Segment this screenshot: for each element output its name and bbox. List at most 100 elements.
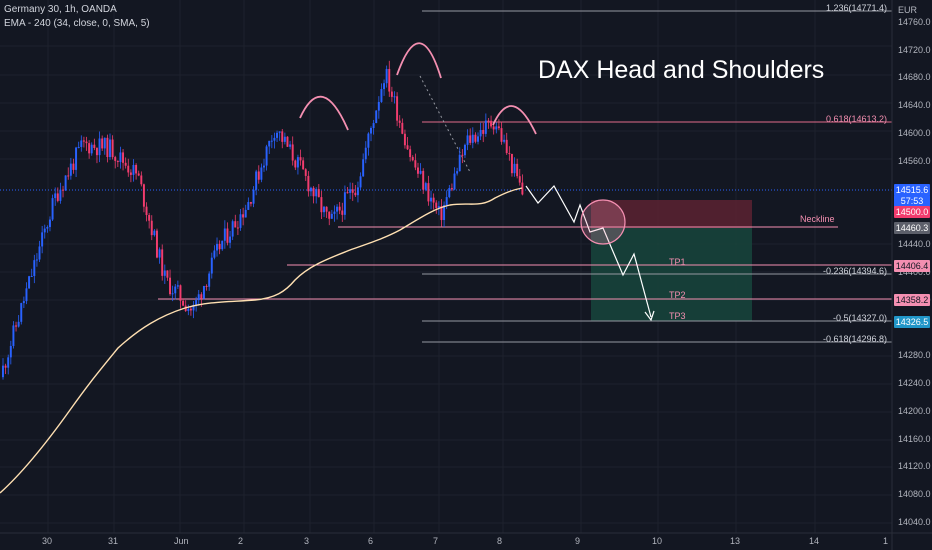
candle-body bbox=[268, 140, 271, 147]
horizontal-grid bbox=[0, 45, 892, 524]
neckline-label: Neckline bbox=[800, 214, 835, 224]
left-shoulder-arc[interactable] bbox=[299, 95, 349, 131]
chart-annotation-title[interactable]: DAX Head and Shoulders bbox=[538, 56, 825, 84]
candle-body bbox=[119, 152, 122, 163]
fib-m0236-label: -0.236(14394.6) bbox=[822, 266, 887, 276]
countdown-badge: 57:53 bbox=[894, 195, 930, 207]
candle-body bbox=[291, 144, 294, 161]
candle-body bbox=[249, 202, 252, 204]
candle-body bbox=[145, 206, 148, 216]
candle-body bbox=[148, 215, 151, 221]
price-tick-label: 14640.0 bbox=[898, 100, 931, 111]
candle-body bbox=[218, 243, 221, 250]
time-tick-label: 1 bbox=[883, 536, 889, 546]
indicator-info[interactable]: EMA - 240 (34, close, 0, SMA, 5) bbox=[4, 18, 150, 29]
candle-body bbox=[28, 276, 31, 289]
candle-body bbox=[354, 192, 357, 196]
candle-body bbox=[116, 160, 119, 163]
candle-body bbox=[513, 163, 516, 174]
candle-body bbox=[111, 139, 114, 158]
candle-body bbox=[226, 228, 229, 243]
projection-path[interactable] bbox=[525, 184, 652, 318]
candle-body bbox=[325, 206, 328, 212]
candle-body bbox=[503, 139, 506, 142]
candle-body bbox=[302, 160, 305, 170]
candle-body bbox=[242, 214, 245, 218]
candle-body bbox=[33, 260, 36, 276]
candle-body bbox=[307, 175, 310, 192]
candle-body bbox=[161, 249, 164, 276]
candle-body bbox=[12, 325, 15, 346]
price-tick-label: 14720.0 bbox=[898, 44, 931, 55]
candle-body bbox=[247, 202, 250, 210]
candle-body bbox=[477, 136, 479, 142]
candle-body bbox=[406, 145, 409, 150]
candle-body bbox=[155, 230, 158, 258]
candle-body bbox=[500, 128, 503, 142]
candle-body bbox=[38, 246, 41, 260]
candle-body bbox=[276, 132, 279, 138]
candle-body bbox=[346, 192, 349, 194]
candle-body bbox=[93, 144, 96, 148]
candle-body bbox=[380, 89, 383, 102]
candle-body bbox=[448, 188, 451, 198]
candle-body bbox=[364, 147, 367, 160]
time-tick-label: 9 bbox=[575, 536, 581, 546]
candle-body bbox=[375, 110, 378, 124]
candle-body bbox=[176, 285, 179, 287]
candle-body bbox=[171, 293, 174, 295]
price-badge-14358: 14358.2 bbox=[894, 294, 930, 306]
retest-circle[interactable] bbox=[580, 199, 626, 245]
candle-body bbox=[244, 209, 247, 218]
candle-body bbox=[77, 146, 80, 148]
candle-body bbox=[67, 175, 70, 177]
candle-body bbox=[463, 144, 466, 156]
right-shoulder-arc[interactable] bbox=[492, 105, 537, 135]
projection-arrowhead bbox=[644, 310, 655, 322]
candle-body bbox=[255, 171, 258, 190]
candle-body bbox=[82, 140, 85, 142]
candle-body bbox=[508, 153, 511, 155]
candle-body bbox=[458, 154, 461, 172]
candle-body bbox=[471, 134, 474, 143]
head-shoulders-arcs bbox=[299, 42, 537, 135]
price-tick-label: 14440.0 bbox=[898, 239, 931, 250]
candle-body bbox=[309, 187, 312, 192]
candle-body bbox=[30, 275, 33, 277]
fib-m0618-label: -0.618(14296.8) bbox=[822, 334, 887, 344]
candle-body bbox=[195, 300, 198, 305]
time-tick-label: 13 bbox=[730, 536, 741, 546]
candle-body bbox=[299, 157, 302, 161]
fib-1236-label: 1.236(14771.4) bbox=[825, 3, 887, 13]
candle-body bbox=[179, 285, 182, 301]
candle-body bbox=[385, 68, 388, 84]
candle-body bbox=[236, 227, 239, 229]
candle-body bbox=[106, 137, 109, 158]
price-tick-label: 14080.0 bbox=[898, 489, 931, 500]
candle-body bbox=[182, 300, 185, 306]
candle-body bbox=[330, 213, 333, 219]
candle-body bbox=[114, 157, 117, 161]
candle-body bbox=[2, 365, 4, 378]
candle-body bbox=[359, 176, 362, 188]
symbol-info[interactable]: Germany 30, 1h, OANDA bbox=[4, 4, 117, 15]
candle-body bbox=[174, 286, 177, 294]
candle-body bbox=[20, 303, 23, 322]
time-tick-label: 6 bbox=[368, 536, 374, 546]
candle-body bbox=[7, 357, 10, 368]
price-badge-14460: 14460.3 bbox=[894, 222, 930, 234]
price-tick-label: 14680.0 bbox=[898, 72, 931, 83]
candle-body bbox=[281, 131, 284, 142]
candle-body bbox=[22, 301, 25, 304]
candle-body bbox=[443, 205, 446, 221]
candle-body bbox=[333, 211, 336, 214]
candle-body bbox=[205, 285, 208, 287]
candle-body bbox=[208, 273, 211, 287]
trend-line-dashed[interactable] bbox=[419, 75, 471, 173]
candle-body bbox=[103, 137, 106, 149]
currency-label: EUR bbox=[898, 5, 918, 15]
head-arc[interactable] bbox=[396, 42, 442, 79]
stop-loss-zone[interactable] bbox=[591, 200, 752, 228]
